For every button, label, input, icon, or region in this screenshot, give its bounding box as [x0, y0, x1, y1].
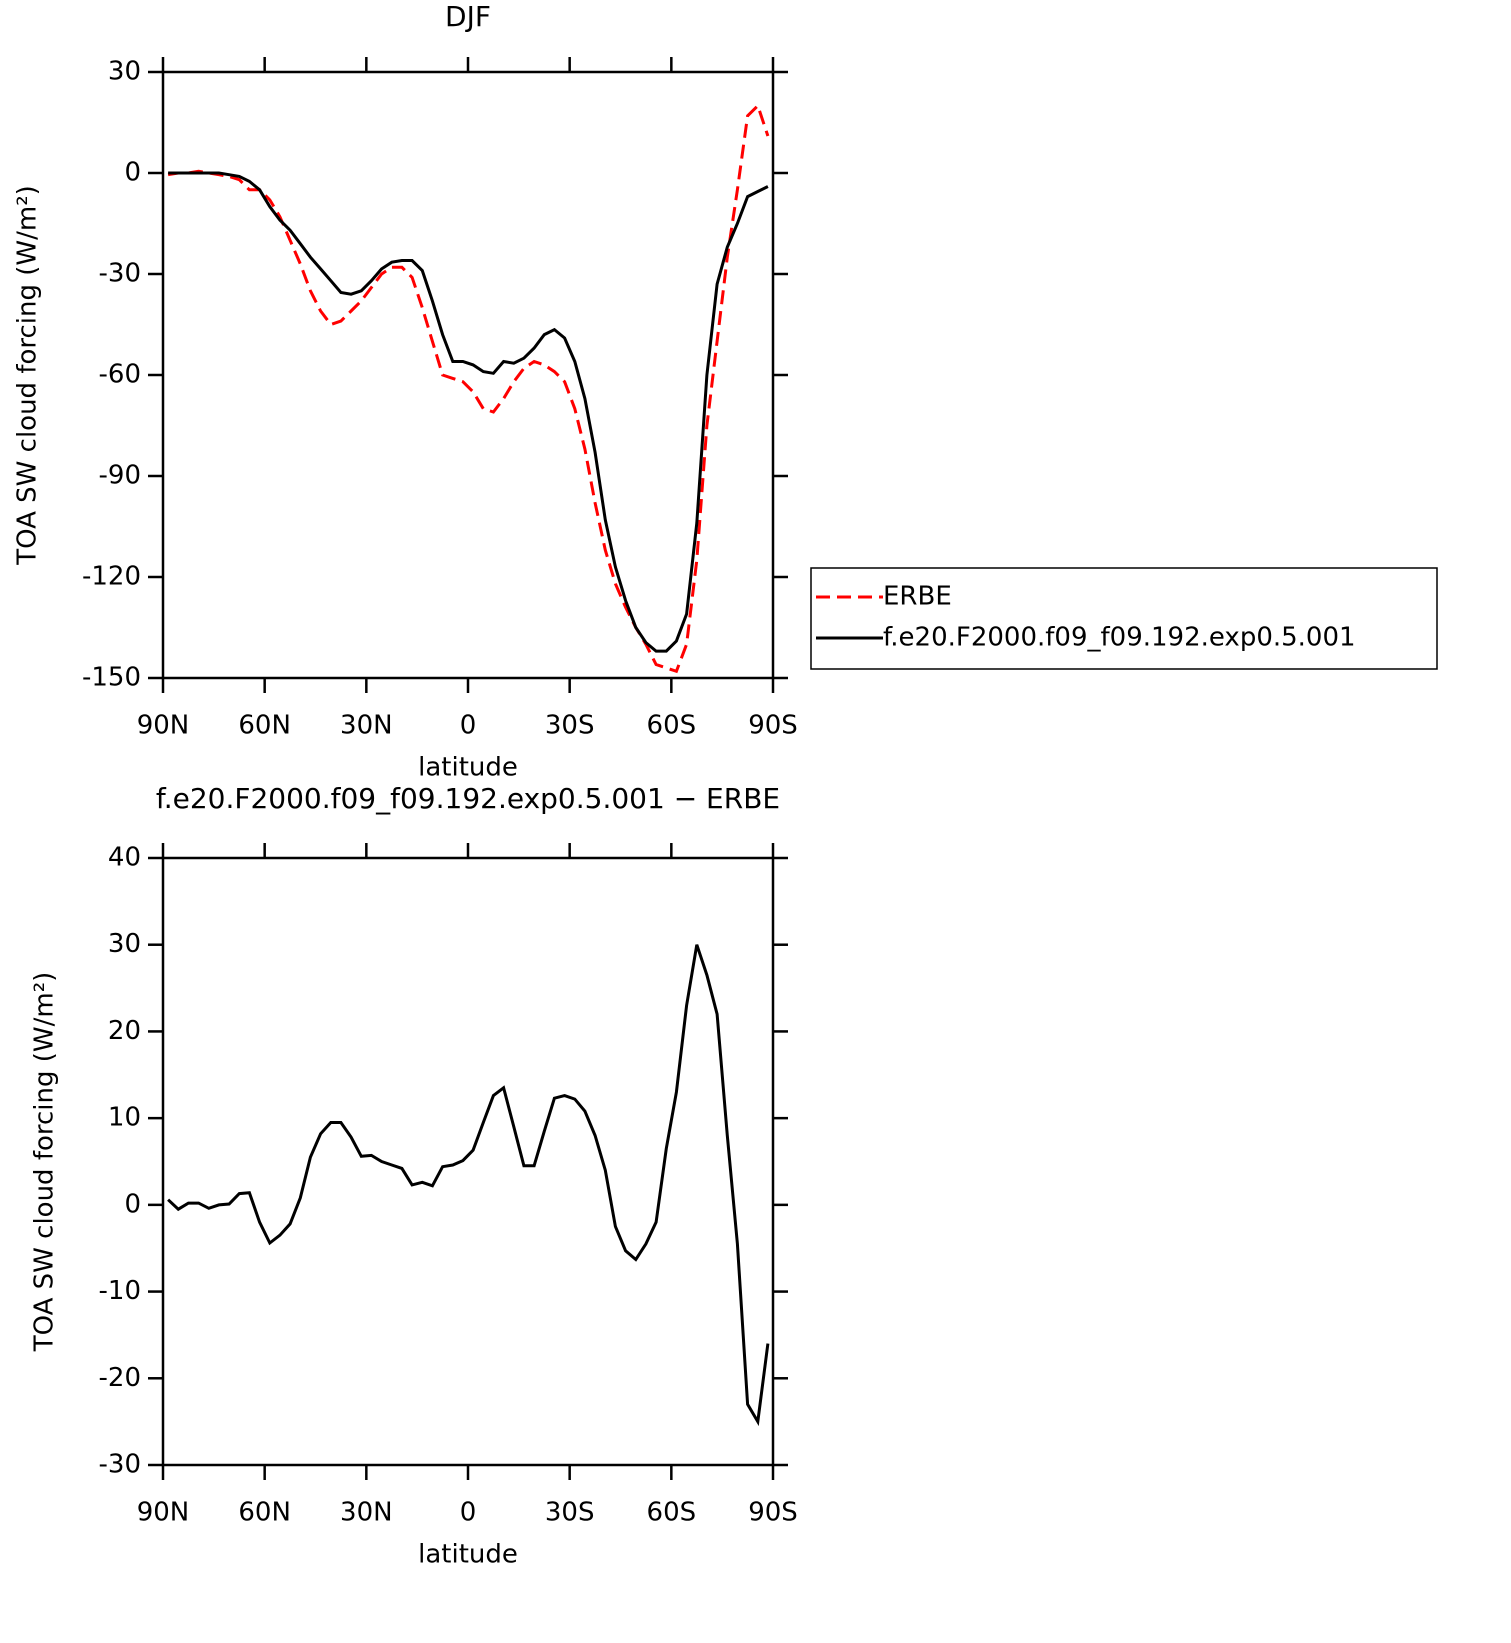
x-axis-label: latitude	[418, 753, 518, 783]
y-tick-label: -150	[82, 663, 141, 693]
x-tick-label: 90S	[748, 1498, 798, 1528]
x-tick-label: 60S	[647, 711, 697, 741]
y-tick-label: 0	[124, 158, 141, 188]
x-tick-label: 30S	[545, 711, 595, 741]
x-tick-label: 60N	[238, 1498, 291, 1528]
y-tick-label: -90	[99, 461, 141, 491]
y-tick-label: -60	[99, 360, 141, 390]
plot-frame	[161, 856, 775, 1467]
x-tick-label: 30S	[545, 1498, 595, 1528]
data-line	[168, 171, 769, 653]
y-axis-label: TOA SW cloud forcing (W/m²)	[13, 185, 43, 566]
y-tick-label: -10	[99, 1276, 141, 1306]
x-tick-label: 60S	[647, 1498, 697, 1528]
legend-label: f.e20.F2000.f09_f09.192.exp0.5.001	[883, 623, 1356, 653]
x-tick-label: 90N	[137, 1498, 190, 1528]
chart-title: DJF	[445, 0, 491, 33]
chart-title: f.e20.F2000.f09_f09.192.exp0.5.001 − ERB…	[156, 782, 780, 815]
x-tick-label: 30N	[340, 1498, 393, 1528]
x-tick-label: 90N	[137, 711, 190, 741]
plot-frame	[161, 70, 775, 680]
y-tick-label: 10	[108, 1103, 141, 1133]
y-tick-label: -120	[82, 562, 141, 592]
y-tick-label: 30	[108, 57, 141, 87]
y-tick-label: -20	[99, 1363, 141, 1393]
legend-label: ERBE	[883, 582, 952, 612]
data-line	[167, 102, 770, 674]
x-tick-label: 0	[460, 1498, 477, 1528]
y-tick-label: 40	[108, 843, 141, 873]
y-axis-label: TOA SW cloud forcing (W/m²)	[30, 972, 60, 1353]
x-tick-label: 30N	[340, 711, 393, 741]
legend-box	[810, 567, 1438, 670]
y-tick-label: 20	[108, 1016, 141, 1046]
x-tick-label: 90S	[748, 711, 798, 741]
data-line	[167, 944, 770, 1427]
x-axis-label: latitude	[418, 1540, 518, 1570]
x-tick-label: 0	[460, 711, 477, 741]
x-tick-label: 60N	[238, 711, 291, 741]
y-tick-label: -30	[99, 1450, 141, 1480]
y-tick-label: 0	[124, 1189, 141, 1219]
y-tick-label: -30	[99, 259, 141, 289]
y-tick-label: 30	[108, 929, 141, 959]
